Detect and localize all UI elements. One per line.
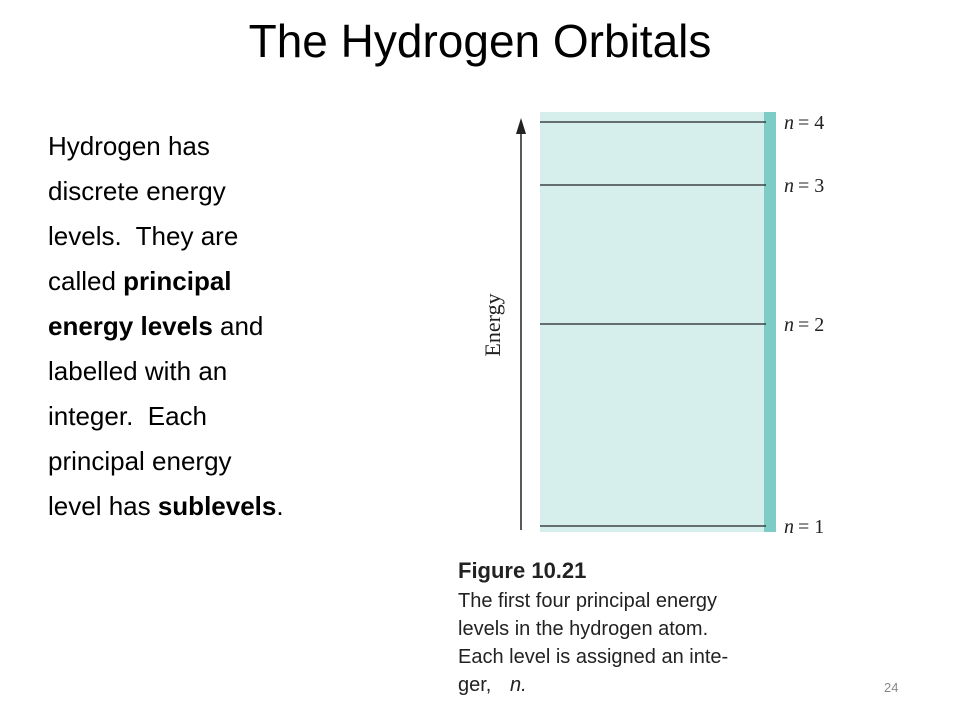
figure-panel — [540, 112, 766, 532]
caption-var: n. — [510, 674, 527, 696]
body-line: labelled with an — [48, 349, 284, 394]
level-label: n = 2 — [784, 314, 824, 336]
caption-line: The first four principal energy — [458, 590, 717, 612]
level-var: n — [784, 314, 794, 336]
text-run: . — [276, 491, 284, 521]
level-label: n = 3 — [784, 175, 824, 197]
body-line: discrete energy — [48, 169, 284, 214]
text-run: and — [212, 311, 264, 341]
text-run: Hydrogen has — [48, 131, 210, 161]
text-run: principal energy — [48, 446, 232, 476]
level-var: n — [784, 175, 794, 197]
caption-line: levels in the hydrogen atom. — [458, 618, 708, 640]
caption-line: ger, — [458, 674, 491, 696]
caption-line: Each level is assigned an inte- — [458, 646, 728, 668]
level-eq: = 2 — [798, 314, 824, 336]
page-number: 24 — [884, 680, 899, 695]
level-label: n = 1 — [784, 516, 824, 538]
axis-arrow — [516, 118, 526, 134]
caption-label: Figure 10.21 — [458, 558, 586, 583]
level-eq: = 4 — [798, 112, 824, 134]
figure-panel-edge — [764, 112, 776, 532]
text-run: integer. Each — [48, 401, 207, 431]
level-var: n — [784, 516, 794, 538]
level-label: n = 4 — [784, 112, 824, 134]
level-eq: = 3 — [798, 175, 824, 197]
axis-label: Energy — [480, 293, 505, 356]
text-run: level has — [48, 491, 158, 521]
body-line: called principal — [48, 259, 284, 304]
body-text: Hydrogen has discrete energy levels. They … — [48, 124, 284, 529]
body-line: levels. They are — [48, 214, 284, 259]
text-run: called — [48, 266, 124, 296]
text-run: levels. They are — [48, 221, 239, 251]
body-line: level has sublevels. — [48, 484, 284, 529]
body-line: Hydrogen has — [48, 124, 284, 169]
level-eq: = 1 — [798, 516, 824, 538]
body-line: principal energy — [48, 439, 284, 484]
text-run: discrete energy — [48, 176, 226, 206]
bold-text: sublevels — [157, 491, 277, 521]
body-line: integer. Each — [48, 394, 284, 439]
level-var: n — [784, 112, 794, 134]
bold-text: energy levels — [48, 311, 213, 341]
bold-text: principal — [123, 266, 232, 296]
body-line: energy levels and — [48, 304, 284, 349]
slide-title: The Hydrogen Orbitals — [248, 15, 712, 67]
text-run: labelled with an — [48, 356, 228, 386]
